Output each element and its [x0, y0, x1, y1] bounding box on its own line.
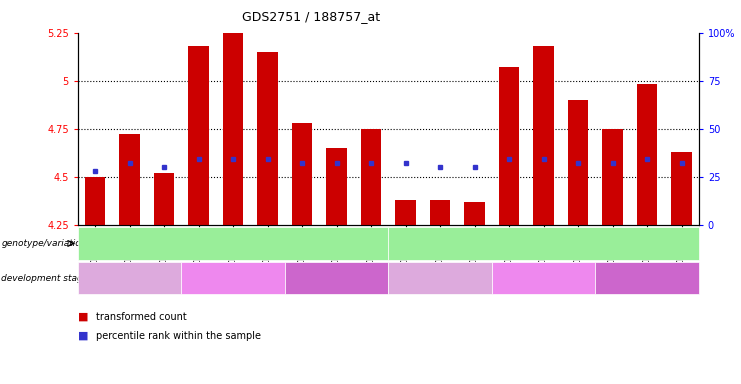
- Text: L1 stage: L1 stage: [213, 273, 253, 283]
- Text: genotype/variation: genotype/variation: [1, 239, 87, 248]
- Bar: [223, 33, 243, 225]
- Text: ■: ■: [78, 312, 88, 322]
- Bar: [188, 46, 209, 225]
- Text: development stage: development stage: [1, 273, 89, 283]
- Text: lin-35 mutant: lin-35 mutant: [508, 238, 579, 248]
- Bar: [464, 202, 485, 225]
- Bar: [292, 123, 313, 225]
- Bar: [257, 52, 278, 225]
- Bar: [84, 177, 105, 225]
- Bar: [568, 100, 588, 225]
- Bar: [395, 200, 416, 225]
- Bar: [602, 129, 623, 225]
- Bar: [153, 173, 174, 225]
- Text: ■: ■: [78, 331, 88, 341]
- Bar: [119, 134, 140, 225]
- Text: L4 stage: L4 stage: [317, 273, 356, 283]
- Text: L4 stage: L4 stage: [628, 273, 666, 283]
- Bar: [671, 152, 692, 225]
- Text: embryonic stage: embryonic stage: [91, 273, 167, 283]
- Text: embryonic stage: embryonic stage: [402, 273, 478, 283]
- Bar: [499, 67, 519, 225]
- Bar: [534, 46, 554, 225]
- Bar: [637, 84, 657, 225]
- Text: L1 stage: L1 stage: [524, 273, 563, 283]
- Text: percentile rank within the sample: percentile rank within the sample: [96, 331, 262, 341]
- Text: transformed count: transformed count: [96, 312, 187, 322]
- Bar: [430, 200, 451, 225]
- Bar: [326, 148, 347, 225]
- Text: wild type: wild type: [209, 238, 257, 248]
- Bar: [361, 129, 382, 225]
- Text: GDS2751 / 188757_at: GDS2751 / 188757_at: [242, 10, 380, 23]
